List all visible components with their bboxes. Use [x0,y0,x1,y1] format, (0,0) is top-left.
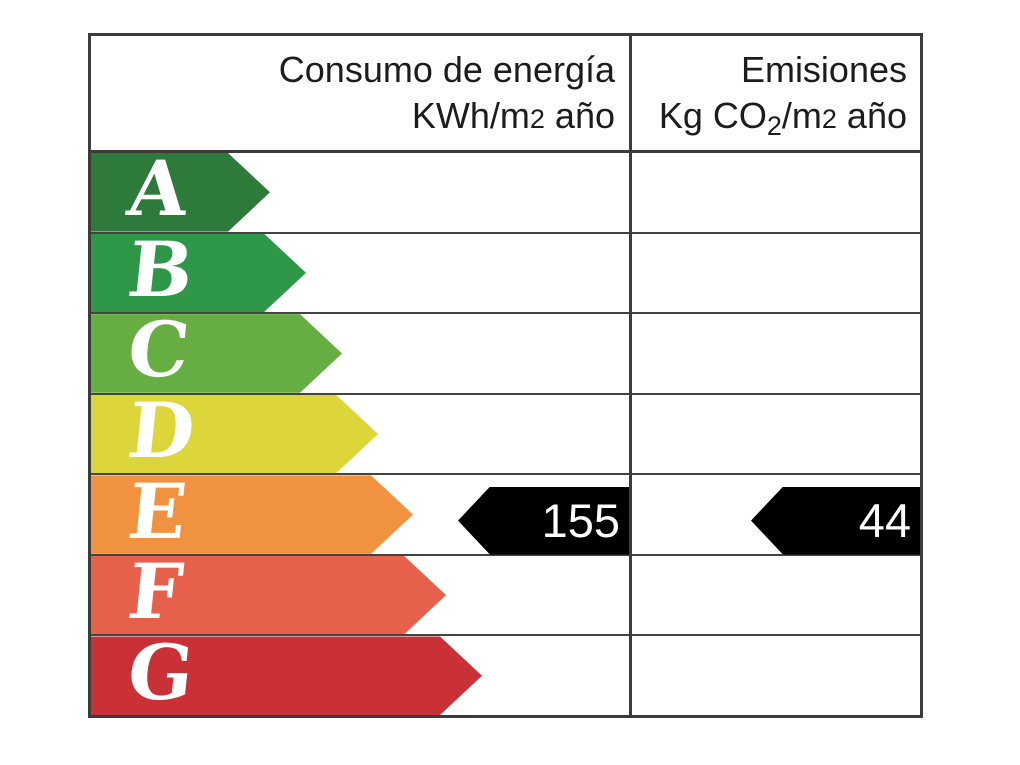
rating-arrow-e: E [91,475,413,554]
rating-arrow-f: F [91,556,446,635]
consumption-column-header: Consumo de energía KWh/m2 año [91,36,629,150]
emissions-value-arrow: 44 [751,486,920,555]
rating-arrow-g: G [91,636,482,715]
rating-arrow-b: B [91,234,306,313]
energy-rating-table: Consumo de energía KWh/m2 año Emisiones … [88,33,923,718]
rating-letter-c: C [123,305,194,395]
rating-arrow-c: C [91,314,342,393]
consumption-header-line2: KWh/m2 año [411,95,615,136]
rating-row-e: E 155 44 [91,473,920,554]
column-divider [629,36,632,715]
rating-letter-b: B [123,224,198,314]
rating-letter-a: A [123,144,193,234]
rating-letter-f: F [123,547,188,637]
rating-row-g: G [91,634,920,715]
rating-row-f: F [91,554,920,635]
rating-arrow-a: A [91,153,270,232]
consumption-unit-exponent: 2 [529,104,545,134]
co2-subscript: 2 [766,111,782,141]
emissions-unit-exponent: 2 [821,104,837,134]
rating-letter-g: G [123,627,198,717]
table-header-row: Consumo de energía KWh/m2 año Emisiones … [91,36,920,153]
rating-arrow-d: D [91,395,378,474]
rating-row-b: B [91,232,920,313]
emissions-header-line1: Emisiones [740,49,907,90]
rating-row-c: C [91,312,920,393]
rating-letter-d: D [123,386,199,476]
consumption-value: 155 [541,494,620,548]
rating-rows-container: A B C D E 155 44 F G [91,153,920,715]
consumption-header-line1: Consumo de energía [278,49,615,90]
emissions-column-header: Emisiones Kg CO2/m2 año [632,36,920,150]
emissions-value: 44 [858,494,911,548]
rating-row-a: A [91,153,920,232]
rating-row-d: D [91,393,920,474]
consumption-value-arrow: 155 [458,486,629,555]
rating-letter-e: E [123,466,191,556]
emissions-header-line2: Kg CO2/m2 año [658,95,907,141]
